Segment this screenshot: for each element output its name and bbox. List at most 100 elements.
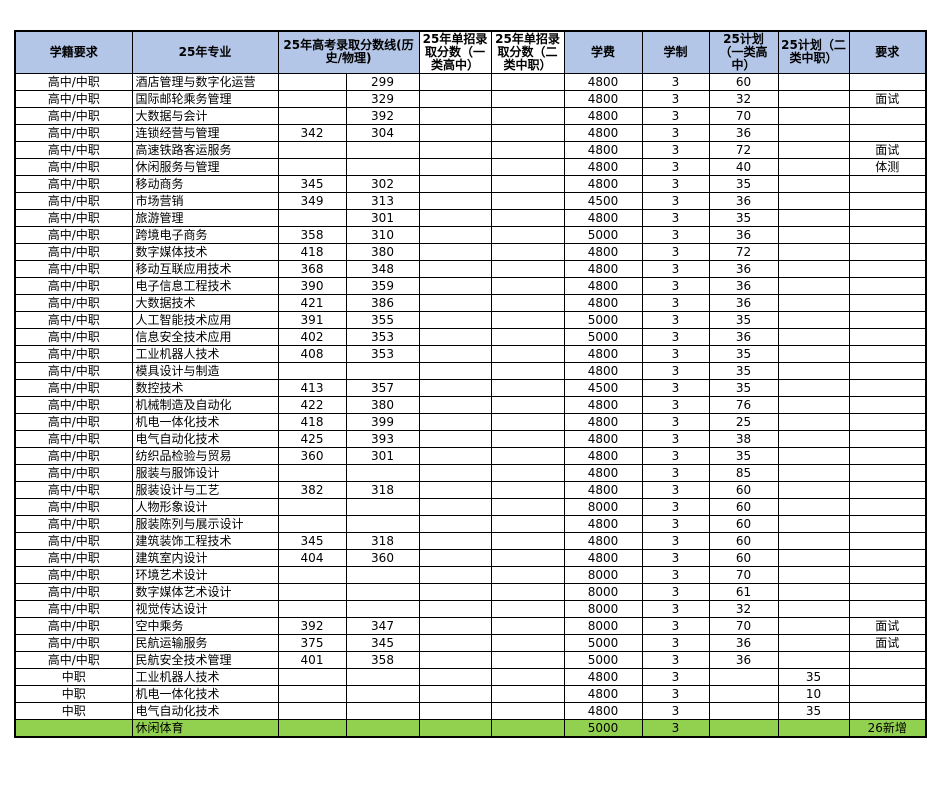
table-cell-gaokao_physics: 313: [345, 191, 420, 210]
table-cell-duration: 3: [641, 378, 710, 397]
table-cell-gaokao_history: [277, 701, 347, 720]
table-cell-requirement: [848, 174, 927, 193]
table-cell-gaokao_history: 418: [277, 412, 347, 431]
table-cell-major: 移动商务: [131, 174, 279, 193]
table-cell-requirement: [848, 531, 927, 550]
table-cell-gaokao_physics: 304: [345, 123, 420, 142]
table-cell-major: 连锁经营与管理: [131, 123, 279, 142]
table-cell-duration: 3: [641, 684, 710, 703]
table-cell-danzhao_a: [418, 361, 492, 380]
table-cell-duration: 3: [641, 650, 710, 669]
table-cell-gaokao_physics: 358: [345, 650, 420, 669]
table-cell-plan_b: [777, 378, 850, 397]
table-cell-plan_b: [777, 327, 850, 346]
table-cell-danzhao_b: [490, 667, 565, 686]
table-cell-danzhao_b: [490, 480, 565, 499]
table-cell-major: 国际邮轮乘务管理: [131, 89, 279, 108]
table-cell-plan_b: [777, 191, 850, 210]
table-cell-major: 休闲服务与管理: [131, 157, 279, 176]
table-cell-danzhao_b: [490, 565, 565, 584]
table-cell-danzhao_b: [490, 106, 565, 125]
table-row: 高中/中职 建筑室内设计 404 360 4800 3 60: [14, 548, 927, 567]
table-cell-danzhao_a: [418, 565, 492, 584]
table-cell-plan_a: 25: [708, 412, 779, 431]
table-cell-student_status: 高中/中职: [14, 497, 133, 516]
table-cell-duration: 3: [641, 480, 710, 499]
table-cell-danzhao_b: [490, 327, 565, 346]
table-cell-requirement: [848, 667, 927, 686]
table-cell-danzhao_b: [490, 531, 565, 550]
table-row: 高中/中职 国际邮轮乘务管理 329 4800 3 32 面试: [14, 89, 927, 108]
table-cell-gaokao_physics: 301: [345, 208, 420, 227]
table-row: 高中/中职 服装设计与工艺 382 318 4800 3 60: [14, 480, 927, 499]
table-cell-gaokao_physics: 386: [345, 293, 420, 312]
table-cell-requirement: [848, 293, 927, 312]
table-cell-duration: 3: [641, 412, 710, 431]
table-cell-plan_a: 35: [708, 174, 779, 193]
table-cell-gaokao_history: 349: [277, 191, 347, 210]
table-cell-duration: 3: [641, 361, 710, 380]
table-cell-major: 机械制造及自动化: [131, 395, 279, 414]
table-cell-duration: 3: [641, 599, 710, 618]
table-cell-danzhao_b: [490, 225, 565, 244]
table-cell-danzhao_a: [418, 89, 492, 108]
table-cell-danzhao_a: [418, 225, 492, 244]
table-cell-major: 工业机器人技术: [131, 667, 279, 686]
table-cell-gaokao_history: 368: [277, 259, 347, 278]
table-cell-danzhao_a: [418, 123, 492, 142]
table-row: 高中/中职 机械制造及自动化 422 380 4800 3 76: [14, 395, 927, 414]
table-cell-gaokao_physics: [345, 667, 420, 686]
table-cell-requirement: [848, 480, 927, 499]
table-cell-gaokao_physics: 380: [345, 395, 420, 414]
table-cell-student_status: 高中/中职: [14, 463, 133, 482]
table-cell-gaokao_physics: 360: [345, 548, 420, 567]
table-cell-requirement: 26新增: [848, 718, 927, 737]
table-cell-tuition: 4800: [563, 157, 643, 176]
table-cell-tuition: 8000: [563, 582, 643, 601]
table-row: 高中/中职 市场营销 349 313 4500 3 36: [14, 191, 927, 210]
table-cell-plan_a: 36: [708, 276, 779, 295]
table-cell-danzhao_b: [490, 310, 565, 329]
table-cell-requirement: [848, 599, 927, 618]
table-cell-plan_a: 60: [708, 497, 779, 516]
col-header-plan-a: 25计划（一类高中）: [708, 30, 779, 74]
table-cell-danzhao_a: [418, 174, 492, 193]
table-cell-student_status: 高中/中职: [14, 327, 133, 346]
table-row: 高中/中职 服装与服饰设计 4800 3 85: [14, 463, 927, 482]
table-cell-gaokao_physics: 310: [345, 225, 420, 244]
table-row: 高中/中职 高速铁路客运服务 4800 3 72 面试: [14, 140, 927, 159]
table-cell-major: 市场营销: [131, 191, 279, 210]
table-cell-tuition: 8000: [563, 616, 643, 635]
table-cell-tuition: 8000: [563, 565, 643, 584]
table-row: 中职 工业机器人技术 4800 3 35: [14, 667, 927, 686]
table-cell-danzhao_a: [418, 276, 492, 295]
table-cell-plan_a: 36: [708, 123, 779, 142]
table-cell-gaokao_history: 360: [277, 446, 347, 465]
table-cell-plan_a: 70: [708, 106, 779, 125]
table-cell-plan_b: [777, 72, 850, 91]
table-cell-gaokao_history: 418: [277, 242, 347, 261]
table-cell-plan_b: [777, 718, 850, 737]
table-cell-plan_b: [777, 395, 850, 414]
table-cell-tuition: 4800: [563, 174, 643, 193]
table-cell-duration: 3: [641, 89, 710, 108]
table-cell-gaokao_physics: [345, 582, 420, 601]
table-cell-danzhao_b: [490, 174, 565, 193]
table-cell-danzhao_a: [418, 72, 492, 91]
table-cell-duration: 3: [641, 514, 710, 533]
table-cell-requirement: [848, 259, 927, 278]
table-cell-student_status: 高中/中职: [14, 106, 133, 125]
table-cell-danzhao_b: [490, 361, 565, 380]
table-cell-student_status: 高中/中职: [14, 191, 133, 210]
table-cell-requirement: [848, 344, 927, 363]
table-cell-major: 建筑室内设计: [131, 548, 279, 567]
table-cell-student_status: 高中/中职: [14, 140, 133, 159]
table-row: 高中/中职 机电一体化技术 418 399 4800 3 25: [14, 412, 927, 431]
table-cell-tuition: 4800: [563, 123, 643, 142]
table-cell-major: 服装与服饰设计: [131, 463, 279, 482]
table-cell-student_status: 高中/中职: [14, 565, 133, 584]
table-cell-danzhao_a: [418, 718, 492, 737]
table-cell-major: 民航安全技术管理: [131, 650, 279, 669]
table-cell-plan_b: [777, 225, 850, 244]
table-cell-danzhao_b: [490, 293, 565, 312]
